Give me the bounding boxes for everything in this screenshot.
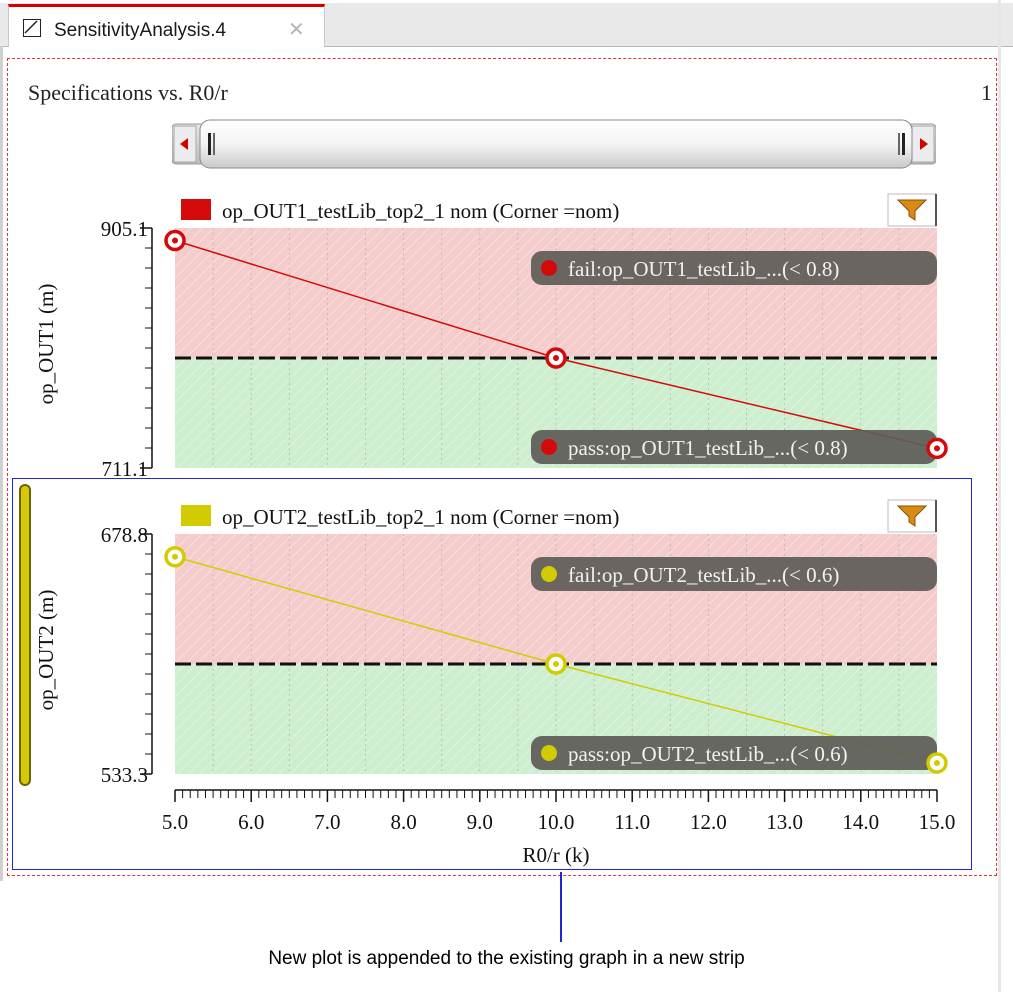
- pass-annotation-background: [531, 736, 937, 770]
- graph-page-number: 1: [981, 80, 992, 105]
- y-axis-label: op_OUT1 (m): [34, 284, 58, 405]
- legend-label[interactable]: op_OUT1_testLib_top2_1 nom (Corner =nom): [222, 199, 619, 223]
- tab-label: SensitivityAnalysis.4: [54, 20, 227, 41]
- data-point-center: [553, 660, 559, 667]
- fail-annotation-background: [531, 557, 937, 591]
- data-point[interactable]: [926, 437, 948, 460]
- fail-annotation-text: fail:op_OUT1_testLib_...(< 0.8): [568, 257, 839, 281]
- close-icon[interactable]: ✕: [288, 19, 305, 41]
- fail-annotation[interactable]: fail:op_OUT2_testLib_...(< 0.6): [531, 557, 937, 591]
- x-axis-label: R0/r (k): [522, 843, 589, 867]
- data-point-center: [172, 237, 178, 244]
- legend-swatch: [181, 505, 211, 526]
- callout-leader-line: [560, 872, 562, 942]
- fail-annotation-background: [531, 251, 937, 285]
- data-point-center: [172, 553, 178, 560]
- y-axis-label: op_OUT2 (m): [34, 590, 58, 711]
- x-tick-label: 10.0: [538, 810, 575, 834]
- x-tick-label: 14.0: [842, 810, 879, 834]
- x-tick-label: 7.0: [314, 810, 340, 834]
- y-min-label: 711.1: [102, 457, 148, 481]
- pass-annotation-text: pass:op_OUT2_testLib_...(< 0.6): [568, 742, 848, 766]
- tab-sensitivity-analysis[interactable]: SensitivityAnalysis.4 ✕: [8, 4, 325, 47]
- fail-annotation-text: fail:op_OUT2_testLib_...(< 0.6): [568, 563, 839, 587]
- graph-title: Specifications vs. R0/r: [28, 80, 228, 105]
- pass-annotation-marker: [541, 745, 557, 761]
- filter-icon: [896, 505, 928, 527]
- fail-annotation[interactable]: fail:op_OUT1_testLib_...(< 0.8): [531, 251, 937, 285]
- x-tick-label: 6.0: [238, 810, 264, 834]
- data-point[interactable]: [545, 347, 567, 369]
- strip-resize-handle[interactable]: [19, 484, 31, 786]
- x-tick-label: 12.0: [690, 810, 727, 834]
- x-tick-label: 8.0: [390, 810, 416, 834]
- scroll-thumb[interactable]: [199, 119, 913, 169]
- y-min-label: 533.3: [101, 763, 148, 787]
- window-right-edge: [998, 0, 1001, 992]
- new-strip-highlight: [12, 478, 972, 870]
- plot-strip-2[interactable]: 678.8 533.3 op_OUT2 (m) op_OUT2_testLib_top…: [34, 499, 948, 787]
- scroll-left-arrow-icon[interactable]: [173, 125, 197, 163]
- data-point-center: [553, 355, 559, 362]
- data-point[interactable]: [164, 546, 186, 568]
- plot-strip-1[interactable]: 905.1 711.1 op_OUT1 (m) op_OUT1_testLib_top…: [34, 193, 948, 481]
- x-tick-label: 9.0: [467, 810, 493, 834]
- pass-annotation-text: pass:op_OUT1_testLib_...(< 0.8): [568, 436, 848, 460]
- data-point[interactable]: [545, 653, 567, 675]
- y-max-label: 678.8: [101, 523, 148, 547]
- x-tick-label: 11.0: [614, 810, 650, 834]
- pass-annotation-marker: [541, 439, 557, 455]
- graph-selection-frame: [7, 58, 997, 876]
- x-range-scrollbar[interactable]: [172, 118, 936, 170]
- x-tick-label: 13.0: [766, 810, 803, 834]
- x-tick-label: 15.0: [919, 810, 956, 834]
- legend-label[interactable]: op_OUT2_testLib_top2_1 nom (Corner =nom): [222, 505, 619, 529]
- x-tick-label: 5.0: [162, 810, 188, 834]
- data-point[interactable]: [164, 229, 186, 252]
- pass-annotation[interactable]: pass:op_OUT2_testLib_...(< 0.6): [531, 736, 937, 770]
- graph-icon: [23, 19, 41, 37]
- filter-button[interactable]: [887, 499, 937, 533]
- data-point-center: [934, 445, 940, 452]
- y-max-label: 905.1: [101, 217, 148, 241]
- filter-button[interactable]: [887, 193, 937, 227]
- pass-annotation[interactable]: pass:op_OUT1_testLib_...(< 0.8): [531, 430, 937, 464]
- tab-bar-top-edge: [0, 0, 1013, 3]
- callout-caption: New plot is appended to the existing gra…: [268, 948, 745, 969]
- filter-icon: [896, 199, 928, 221]
- legend-swatch: [181, 199, 211, 220]
- data-point-center: [934, 759, 940, 766]
- data-point[interactable]: [926, 752, 948, 774]
- window-left-edge: [0, 46, 3, 881]
- fail-annotation-marker: [541, 566, 557, 582]
- pass-annotation-background: [531, 430, 937, 464]
- fail-annotation-marker: [541, 260, 557, 276]
